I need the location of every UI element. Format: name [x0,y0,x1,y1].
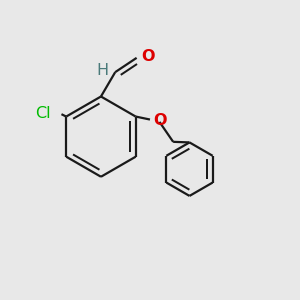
Text: O: O [141,50,154,64]
Text: O: O [154,113,167,128]
Text: Cl: Cl [35,106,51,121]
Text: H: H [97,63,109,78]
